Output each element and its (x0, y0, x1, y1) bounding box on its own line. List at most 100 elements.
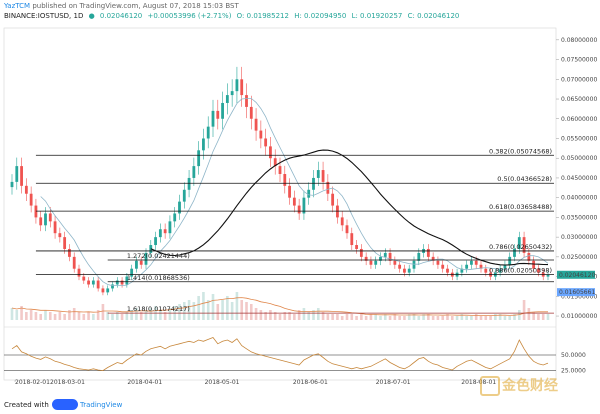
volume-bar (72, 308, 76, 320)
fib-level-label: 0.786(0.02650432) (489, 243, 552, 251)
candle-body (407, 268, 411, 273)
candle-body (168, 221, 172, 234)
candle-body (288, 185, 291, 198)
candle-body (135, 260, 138, 269)
watermark-logo-icon (480, 376, 500, 396)
volume-bar (187, 300, 191, 320)
candle-body (283, 174, 287, 186)
candle-body (484, 268, 488, 273)
fib-level-label: 1.414(0.01868536) (127, 274, 190, 282)
x-tick-label: 2018-08-01 (461, 379, 496, 386)
y-tick-label: 0.01500000 (561, 293, 597, 300)
candle-body (106, 288, 110, 293)
candle-body (120, 280, 124, 285)
volume-bar (39, 314, 43, 320)
y-tick-label: 0.02500000 (561, 254, 597, 261)
candle-body (355, 245, 358, 249)
price-chart[interactable]: 0.08000000 0.07500000 0.07000000 0.06500000… (0, 24, 600, 396)
volume-bar (68, 310, 71, 320)
candle-body (230, 91, 234, 96)
volume-bar (422, 314, 425, 320)
candle-body (101, 288, 105, 293)
volume-bar (25, 312, 28, 320)
volume-bar (96, 310, 100, 320)
candle-body (431, 256, 435, 261)
candle-body (29, 193, 33, 206)
volume-bar (202, 292, 205, 320)
candle-body (359, 248, 363, 257)
candle-body (44, 213, 47, 226)
candle-body (91, 280, 95, 285)
volume-bar (120, 314, 124, 320)
candle-body (517, 237, 521, 249)
volume-bar (379, 316, 382, 320)
tradingview-logo-icon[interactable] (52, 399, 78, 410)
volume-bar (312, 310, 315, 320)
volume-bar (369, 314, 373, 320)
candle-body (369, 260, 373, 265)
volume-bar (168, 308, 172, 320)
candle-body (527, 252, 531, 261)
y-tick-label: 0.06500000 (561, 96, 597, 103)
volume-bar (407, 314, 411, 320)
y-tick-label: 0.04500000 (561, 175, 597, 182)
volume-bar (484, 316, 488, 320)
publish-line: YazTCM published on TradingView.com, Aug… (4, 2, 239, 11)
candle-body (68, 248, 71, 257)
author-link[interactable]: YazTCM (4, 2, 31, 10)
candle-body (470, 260, 473, 265)
candle-body (417, 252, 421, 261)
volume-bar (159, 310, 162, 320)
candle-body (20, 166, 23, 186)
volume-bar (546, 314, 550, 320)
candle-body (374, 260, 378, 265)
volume-bar (431, 316, 435, 320)
volume-bar (417, 316, 421, 320)
volume-bar (240, 300, 244, 320)
candle-body (182, 189, 186, 202)
volume-bar (245, 302, 248, 320)
candle-body (350, 233, 354, 246)
volume-bar (494, 314, 497, 320)
volume-bar (87, 312, 90, 320)
volume-bar (283, 312, 287, 320)
volume-bar (235, 292, 239, 320)
tradingview-brand[interactable]: TradingView (80, 401, 123, 409)
last-price: 0.02046120 (99, 12, 143, 20)
candle-body (398, 264, 402, 269)
volume-bar (489, 316, 492, 320)
volume-bar (115, 312, 119, 320)
candle-body (39, 217, 43, 226)
volume-bar (355, 316, 358, 320)
fib-level-label: 0.886(0.02050398) (489, 267, 552, 275)
volume-bar (307, 312, 311, 320)
candle-body (63, 237, 67, 249)
volume-bar (393, 314, 397, 320)
candle-body (426, 248, 430, 257)
volume-bar (374, 314, 378, 320)
candle-body (393, 260, 397, 265)
fib-level-label: 0.618(0.03658488) (489, 203, 552, 211)
candle-body (139, 260, 143, 265)
volume-bar (226, 296, 229, 320)
candle-body (197, 150, 201, 167)
candle-body (187, 177, 191, 190)
volume-bar (364, 316, 368, 320)
rsi-level-label: 50.0000 (561, 352, 586, 359)
fib-level-label: 0.382(0.05074568) (489, 147, 552, 155)
candle-body (297, 205, 301, 214)
volume-bar (479, 316, 483, 320)
y-tick-label: 0.08000000 (561, 37, 597, 44)
x-tick-label: 2018-04-01 (127, 379, 162, 386)
candle-body (111, 284, 114, 289)
volume-bar (537, 314, 540, 320)
candle-body (264, 138, 268, 147)
volume-bar (398, 316, 401, 320)
candle-body (206, 126, 210, 139)
candle-body (465, 264, 469, 269)
candle-body (173, 213, 177, 222)
volume-bar (532, 312, 535, 320)
candle-body (254, 118, 258, 131)
fib-level-label: 0.5(0.04366528) (497, 175, 552, 183)
candle-body (115, 280, 119, 285)
